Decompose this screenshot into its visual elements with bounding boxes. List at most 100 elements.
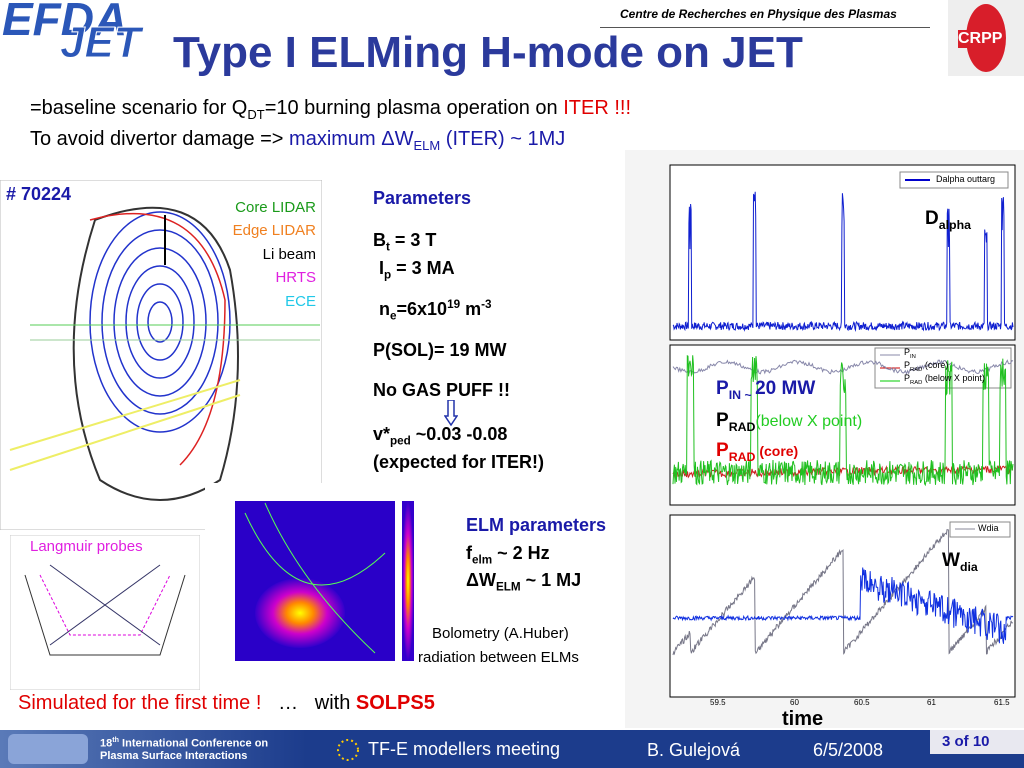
t: -3 — [481, 298, 492, 311]
t: (below X point) — [755, 413, 863, 430]
diag: ECE — [285, 293, 316, 310]
t: To avoid divertor damage => — [30, 128, 290, 150]
diag: Edge LIDAR — [232, 222, 316, 239]
shot: # 70224 — [6, 184, 72, 205]
trace-line — [672, 191, 1014, 332]
param: (expected for ITER!) — [373, 452, 545, 472]
t: 19 — [447, 298, 461, 311]
param: v*ped ~0.03 -0.08 — [373, 424, 507, 448]
t: with — [314, 692, 351, 714]
date: 6/5/2008 — [813, 740, 884, 760]
page-number: 3 of 10 — [942, 733, 990, 750]
legend: PIN — [904, 347, 916, 360]
trace-label: Dalpha — [925, 208, 971, 232]
t: P — [716, 410, 729, 431]
legend: PRAD (core) — [904, 360, 948, 373]
logo-left: JET — [60, 18, 142, 68]
t: IN — [728, 387, 742, 402]
x-tick: 60 — [790, 698, 799, 707]
trace-label: PRAD(below X point) — [716, 410, 862, 434]
t: 18 — [100, 737, 113, 750]
stars — [337, 739, 359, 761]
footer: 18th International Conference on Plasma … — [0, 730, 1024, 768]
t: alpha — [938, 217, 971, 232]
t: ~ — [741, 387, 756, 402]
conference: 18th International Conference on — [100, 736, 268, 750]
bolometry: Bolometry (A.Huber) — [432, 625, 569, 642]
t: m — [460, 299, 482, 319]
t: (core) — [755, 443, 799, 459]
t: P — [716, 440, 729, 461]
t: t — [386, 240, 390, 254]
arrow — [444, 400, 458, 426]
trace-label: PIN ~ 20 MW — [716, 378, 815, 402]
t: Simulated for the first time ! — [18, 692, 262, 714]
param: Ip = 3 MA — [379, 258, 455, 282]
t: =6x10 — [396, 299, 448, 319]
elm-heading: ELM parameters — [466, 515, 607, 535]
t: 20 MW — [755, 378, 816, 399]
t: DT — [247, 107, 265, 122]
t: SOLPS5 — [355, 692, 435, 714]
t: RAD — [910, 379, 923, 386]
t: RAD — [910, 366, 923, 373]
elm-param: felm ~ 2 Hz — [466, 543, 550, 567]
org: Centre de Recherches en Physique des Pla… — [620, 7, 897, 21]
t: elm — [472, 553, 493, 567]
t: = 3 MA — [391, 258, 455, 278]
x-tick: 59.5 — [710, 698, 726, 707]
t: RAD — [728, 449, 756, 464]
param: P(SOL)= 19 MW — [373, 340, 507, 360]
t: (below X point) — [922, 373, 985, 383]
legend: Dalpha outtarg — [936, 174, 996, 184]
t: dia — [959, 559, 978, 574]
t: (core) — [922, 360, 949, 370]
trace-label: Wdia — [942, 550, 978, 574]
t: th — [112, 736, 119, 744]
probe-figure — [10, 535, 200, 690]
t: ~ 2 Hz — [492, 543, 550, 563]
t: ELM — [413, 138, 441, 153]
meeting: TF-E modellers meeting — [368, 739, 561, 759]
intro-line: To avoid divertor damage => maximum ΔWEL… — [30, 128, 565, 153]
t: P — [904, 360, 911, 370]
elm-param: ΔWELM ~ 1 MJ — [466, 570, 581, 594]
trace-label: PRAD (core) — [716, 440, 798, 464]
bolometry-figure — [205, 483, 435, 693]
param: Bt = 3 T — [373, 230, 436, 254]
x-tick: 61.5 — [994, 698, 1010, 707]
traces-figure — [625, 150, 1024, 728]
logo-left: EFDA — [2, 0, 128, 45]
param: No GAS PUFF !! — [373, 380, 510, 400]
x-tick: 61 — [927, 698, 936, 707]
t: p — [384, 268, 392, 282]
diag: Li beam — [262, 246, 316, 263]
t: ped — [390, 434, 411, 448]
conference: Plasma Surface Interactions — [100, 750, 248, 762]
t: = 3 T — [389, 230, 437, 250]
logo-right-box: CRPP — [948, 0, 1024, 76]
x-title: time — [782, 708, 824, 730]
t: ΔW — [466, 570, 496, 590]
t: IN — [910, 353, 916, 360]
t: P — [904, 347, 911, 357]
t: … — [278, 692, 299, 714]
diag: Core LIDAR — [235, 199, 316, 216]
x-tick: 60.5 — [854, 698, 870, 707]
logo-right: CRPP — [958, 30, 1003, 48]
t: P — [904, 373, 911, 383]
t: f — [466, 543, 472, 563]
trace-line — [672, 354, 1014, 487]
t: v* — [373, 424, 391, 444]
t: =baseline scenario for Q — [30, 97, 248, 119]
t: I — [379, 258, 385, 278]
t: n — [379, 299, 390, 319]
t: (ITER) ~ 1MJ — [440, 128, 566, 150]
t: P — [716, 378, 729, 399]
legend: PRAD (below X point) — [904, 373, 985, 386]
trace-line — [672, 529, 1014, 656]
t: ELM — [495, 580, 521, 594]
t: ITER !!! — [563, 97, 632, 119]
equilibrium-figure — [0, 180, 322, 530]
